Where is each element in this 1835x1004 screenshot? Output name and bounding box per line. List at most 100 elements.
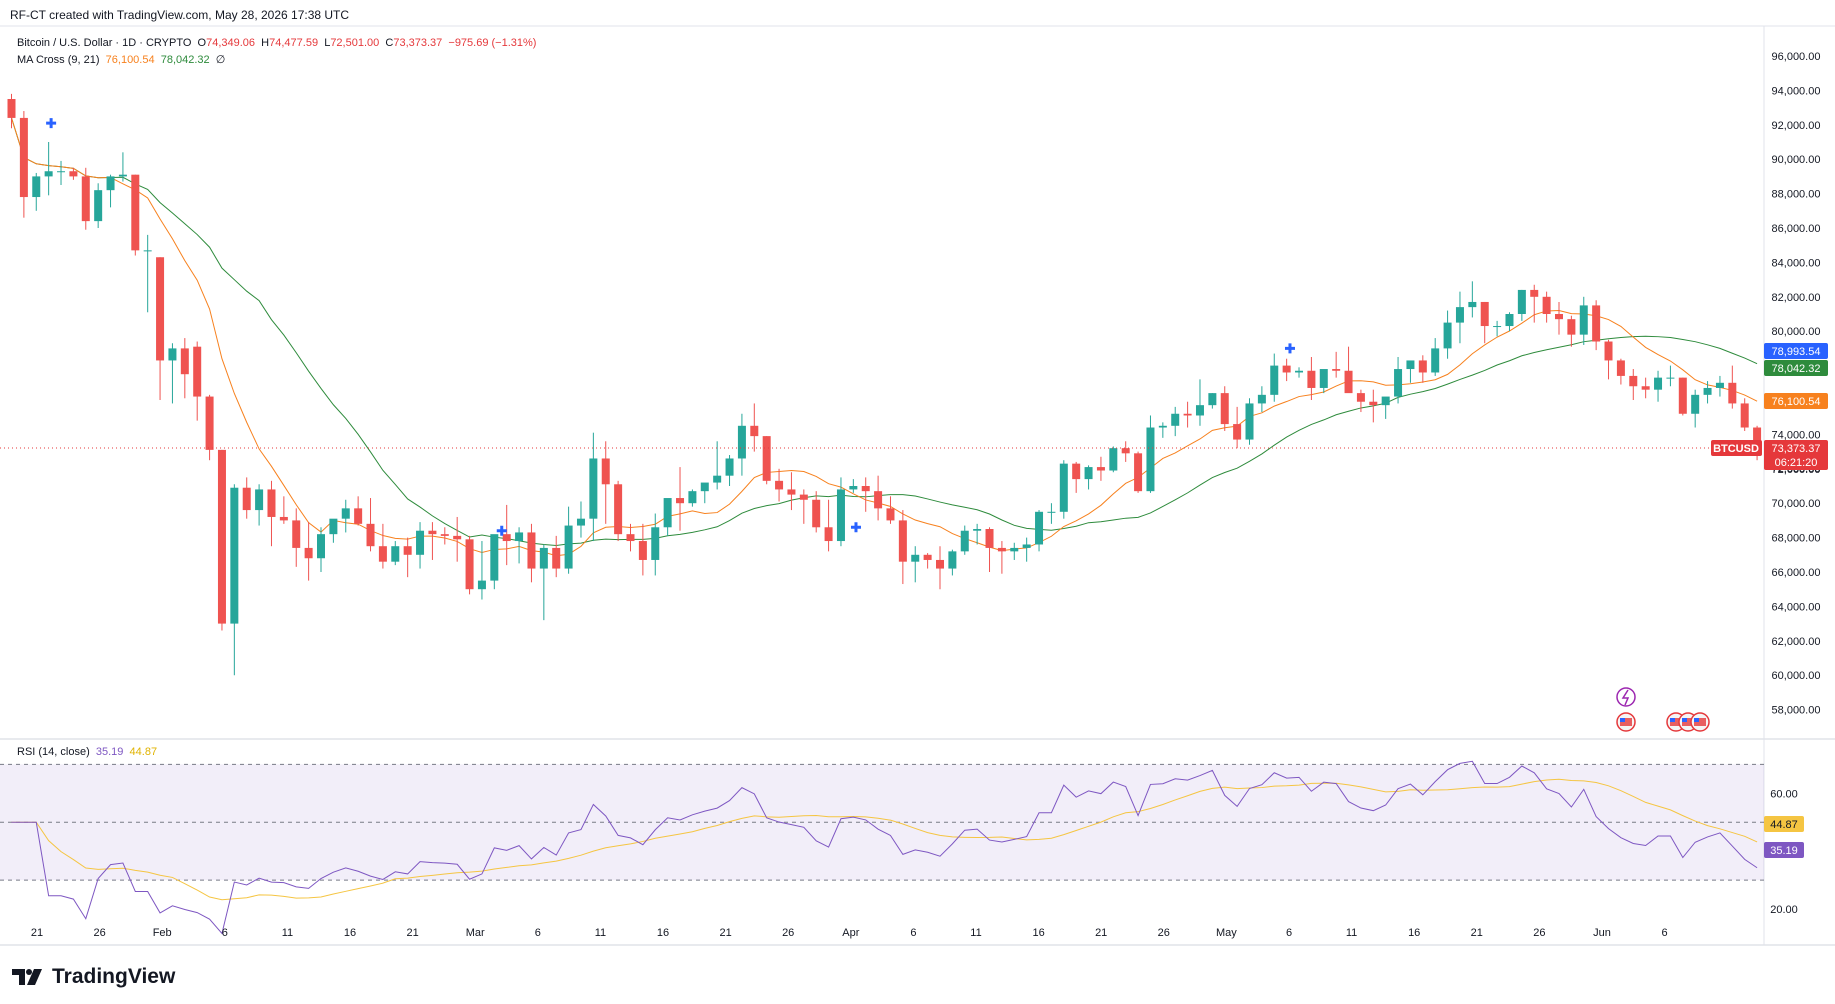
time-tick-label: 11 <box>595 927 606 939</box>
candle-body <box>341 508 350 519</box>
low-value: 72,501.00 <box>330 37 380 49</box>
price-tick-label: 70,000.00 <box>1772 498 1821 510</box>
candle-body <box>304 547 313 559</box>
time-tick-label: 11 <box>1346 927 1357 939</box>
symbol-legend[interactable]: Bitcoin / U.S. Dollar · 1D · CRYPTO O74,… <box>17 37 536 49</box>
candle-body <box>1183 413 1192 416</box>
time-tick-label: 21 <box>31 927 43 939</box>
candle-body <box>403 546 412 555</box>
badge-rsi-ma-text: 44.87 <box>1770 819 1798 831</box>
flag-stripes-icon <box>1620 718 1632 726</box>
candle-body <box>1505 314 1514 327</box>
time-tick-label: Apr <box>842 927 859 939</box>
symbol-title: Bitcoin / U.S. Dollar · 1D · CRYPTO <box>17 37 192 49</box>
time-tick-label: 21 <box>1471 927 1483 939</box>
price-tick-label: 86,000.00 <box>1772 223 1821 235</box>
candle-body <box>1703 387 1712 395</box>
candle-body <box>1047 511 1056 513</box>
badge-green-text: 78,042.32 <box>1772 363 1821 375</box>
candle-body <box>118 174 127 177</box>
badge-rsi-text: 35.19 <box>1770 845 1798 857</box>
candle-body <box>242 487 251 511</box>
candle-body <box>391 546 400 562</box>
candle-body <box>824 527 833 542</box>
candle-body <box>997 547 1006 552</box>
candle-body <box>329 518 338 535</box>
candle-body <box>502 534 511 542</box>
flag-canton-icon <box>1620 718 1625 722</box>
close-value: 73,373.37 <box>393 37 443 49</box>
event-icons <box>1616 687 1710 732</box>
candle-body <box>1542 296 1551 314</box>
candle-body <box>874 491 883 509</box>
candle-body <box>737 425 746 459</box>
rsi-legend[interactable]: RSI (14, close) 35.19 44.87 <box>17 746 157 758</box>
flag-canton-icon <box>1682 718 1687 722</box>
price-tick-label: 66,000.00 <box>1772 567 1821 579</box>
candle-body <box>663 498 672 528</box>
time-tick-label: 21 <box>1095 927 1107 939</box>
open-label: O <box>197 37 207 49</box>
candle-body <box>676 498 685 504</box>
candle-body <box>255 489 264 511</box>
candle-body <box>1678 377 1687 414</box>
time-tick-label: 6 <box>1662 927 1668 939</box>
candle-body <box>1616 360 1625 376</box>
badge-blue: 78,993.54 <box>1764 343 1828 359</box>
candle-body <box>849 486 858 490</box>
price-tick-label: 88,000.00 <box>1772 189 1821 201</box>
ma-cross-legend[interactable]: MA Cross (9, 21) 76,100.54 78,042.32 ∅ <box>17 53 225 66</box>
candle-body <box>1381 396 1390 406</box>
candle-body <box>576 518 585 526</box>
candle-body <box>1035 511 1044 545</box>
time-tick-label: 21 <box>406 927 418 939</box>
price-tick-label: 96,000.00 <box>1772 51 1821 63</box>
candle-body <box>589 458 598 519</box>
candle-body <box>7 99 16 118</box>
ma-fast-value: 76,100.54 <box>105 54 155 66</box>
badge-rsi: 35.19 <box>1764 842 1804 858</box>
candle-body <box>1134 453 1143 492</box>
time-tick-label: 26 <box>1533 927 1545 939</box>
candle-body <box>1753 427 1762 445</box>
time-tick-label: 6 <box>1286 927 1292 939</box>
candle-body <box>1096 467 1105 471</box>
candle-body <box>44 171 53 177</box>
price-chart[interactable]: 96,000.00 94,000.00 92,000.00 90,000.00 88,0… <box>0 0 1835 950</box>
flag-stripes-icon <box>1670 718 1682 726</box>
candle-body <box>465 539 474 590</box>
candle-body <box>1406 360 1415 370</box>
ma-suffix: ∅ <box>215 54 226 66</box>
rsi-legend-value: 35.19 <box>95 746 124 758</box>
ma-slow-line <box>11 117 1758 546</box>
candle-body <box>1307 370 1316 388</box>
time-tick-label: May <box>1216 927 1237 939</box>
candle-body <box>787 489 796 495</box>
price-tick-label: 92,000.00 <box>1772 120 1821 132</box>
candle-body <box>57 171 66 173</box>
badge-rsi-ma: 44.87 <box>1764 816 1804 832</box>
time-tick-label: Mar <box>466 927 485 939</box>
price-tick-label: 58,000.00 <box>1772 705 1821 717</box>
candle-body <box>936 559 944 569</box>
price-tick-label: 90,000.00 <box>1772 154 1821 166</box>
open-value: 74,349.06 <box>206 37 256 49</box>
price-tick-label: 64,000.00 <box>1772 601 1821 613</box>
candle-body <box>1195 405 1204 416</box>
rsi-ma-line <box>11 778 1758 901</box>
time-tick-label: Jun <box>1593 927 1611 939</box>
flag-stripes-icon <box>1694 718 1706 726</box>
badge-green: 78,042.32 <box>1764 360 1828 376</box>
candle-body <box>1592 305 1601 342</box>
candle-body <box>911 554 920 562</box>
candle-body <box>1740 403 1749 428</box>
badge-orange: 76,100.54 <box>1764 393 1828 409</box>
tradingview-brand[interactable]: TradingView <box>12 965 175 989</box>
candle-body <box>1579 305 1588 335</box>
candle-body <box>812 499 821 528</box>
moving-averages <box>11 117 1758 557</box>
price-tick-label: 82,000.00 <box>1772 292 1821 304</box>
price-tick-label: 62,000.00 <box>1772 636 1821 648</box>
time-tick-label: 6 <box>222 927 228 939</box>
